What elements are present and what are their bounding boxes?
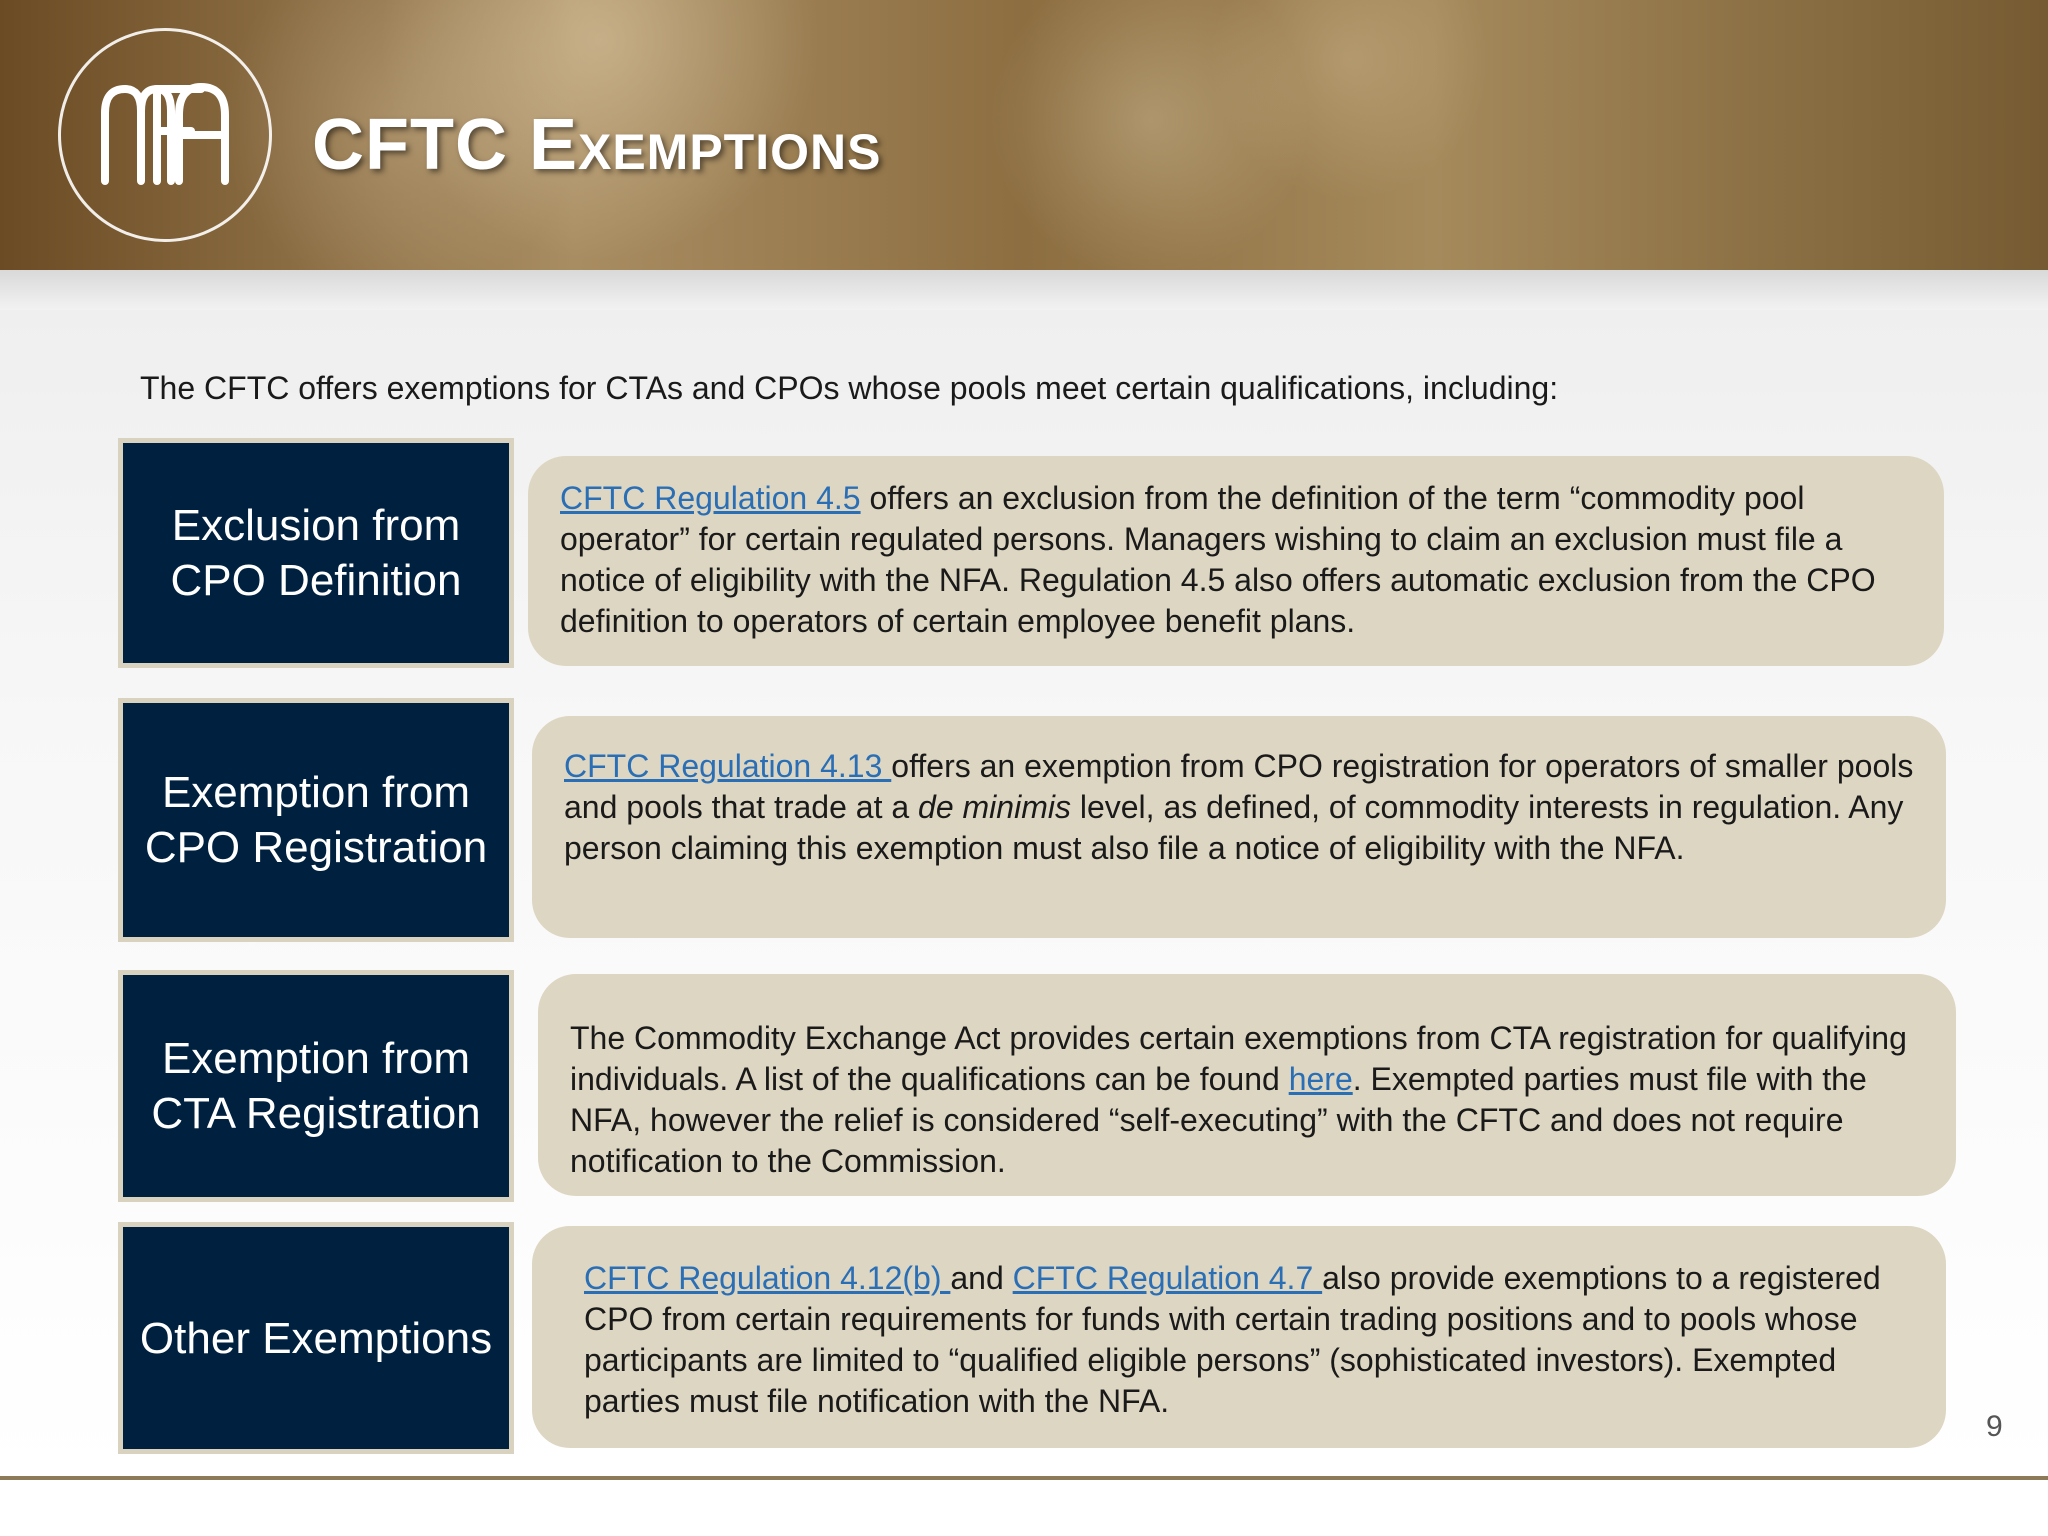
desc-exclusion-cpo-definition: CFTC Regulation 4.5 offers an exclusion … [528,456,1944,666]
page-number: 9 [1986,1410,2003,1443]
link-cftc-regulation-4-13[interactable]: CFTC Regulation 4.13 [564,748,892,784]
mfa-monogram-icon [101,83,229,185]
desc-text: also provide exemptions to a registered … [584,1260,1881,1419]
link-cftc-regulation-4-5[interactable]: CFTC Regulation 4.5 [560,480,861,516]
desc-text: The Commodity Exchange Act provides cert… [570,1020,1907,1097]
desc-text: level, as defined, of commodity interest… [564,789,1904,866]
label-exemption-cta-registration: Exemption from CTA Registration [118,970,514,1202]
desc-text: offers an exemption from CPO registratio… [564,748,1914,825]
footer-divider [0,1476,2048,1480]
label-text: Exclusion from CPO Definition [170,501,462,605]
desc-text: offers an exclusion from the definition … [560,480,1876,639]
link-here[interactable]: here [1288,1061,1353,1097]
desc-exemption-cpo-registration: CFTC Regulation 4.13 offers an exemption… [532,716,1946,938]
label-text: Exemption from CPO Registration [144,768,488,872]
label-other-exemptions: Other Exemptions [118,1222,514,1454]
desc-italic-text: de minimis [918,789,1071,825]
label-exclusion-cpo-definition: Exclusion from CPO Definition [118,438,514,668]
link-cftc-regulation-4-7[interactable]: CFTC Regulation 4.7 [1012,1260,1323,1296]
intro-text: The CFTC offers exemptions for CTAs and … [140,370,1559,406]
header-banner [0,0,2048,270]
page-title: CFTC Exemptions [312,100,881,190]
label-exemption-cpo-registration: Exemption from CPO Registration [118,698,514,942]
desc-other-exemptions: CFTC Regulation 4.12(b) and CFTC Regulat… [532,1226,1946,1448]
page-title-text: CFTC Exemptions [312,105,882,185]
desc-exemption-cta-registration: The Commodity Exchange Act provides cert… [538,974,1956,1196]
label-text: Exemption from CTA Registration [151,1034,481,1138]
header-shadow [0,270,2048,310]
desc-text: and [950,1260,1013,1296]
mfa-logo [58,28,272,242]
label-text: Other Exemptions [139,1313,493,1363]
desc-text: . Exempted parties must file with the NF… [570,1061,1867,1179]
link-cftc-regulation-4-12b[interactable]: CFTC Regulation 4.12(b) [584,1260,951,1296]
